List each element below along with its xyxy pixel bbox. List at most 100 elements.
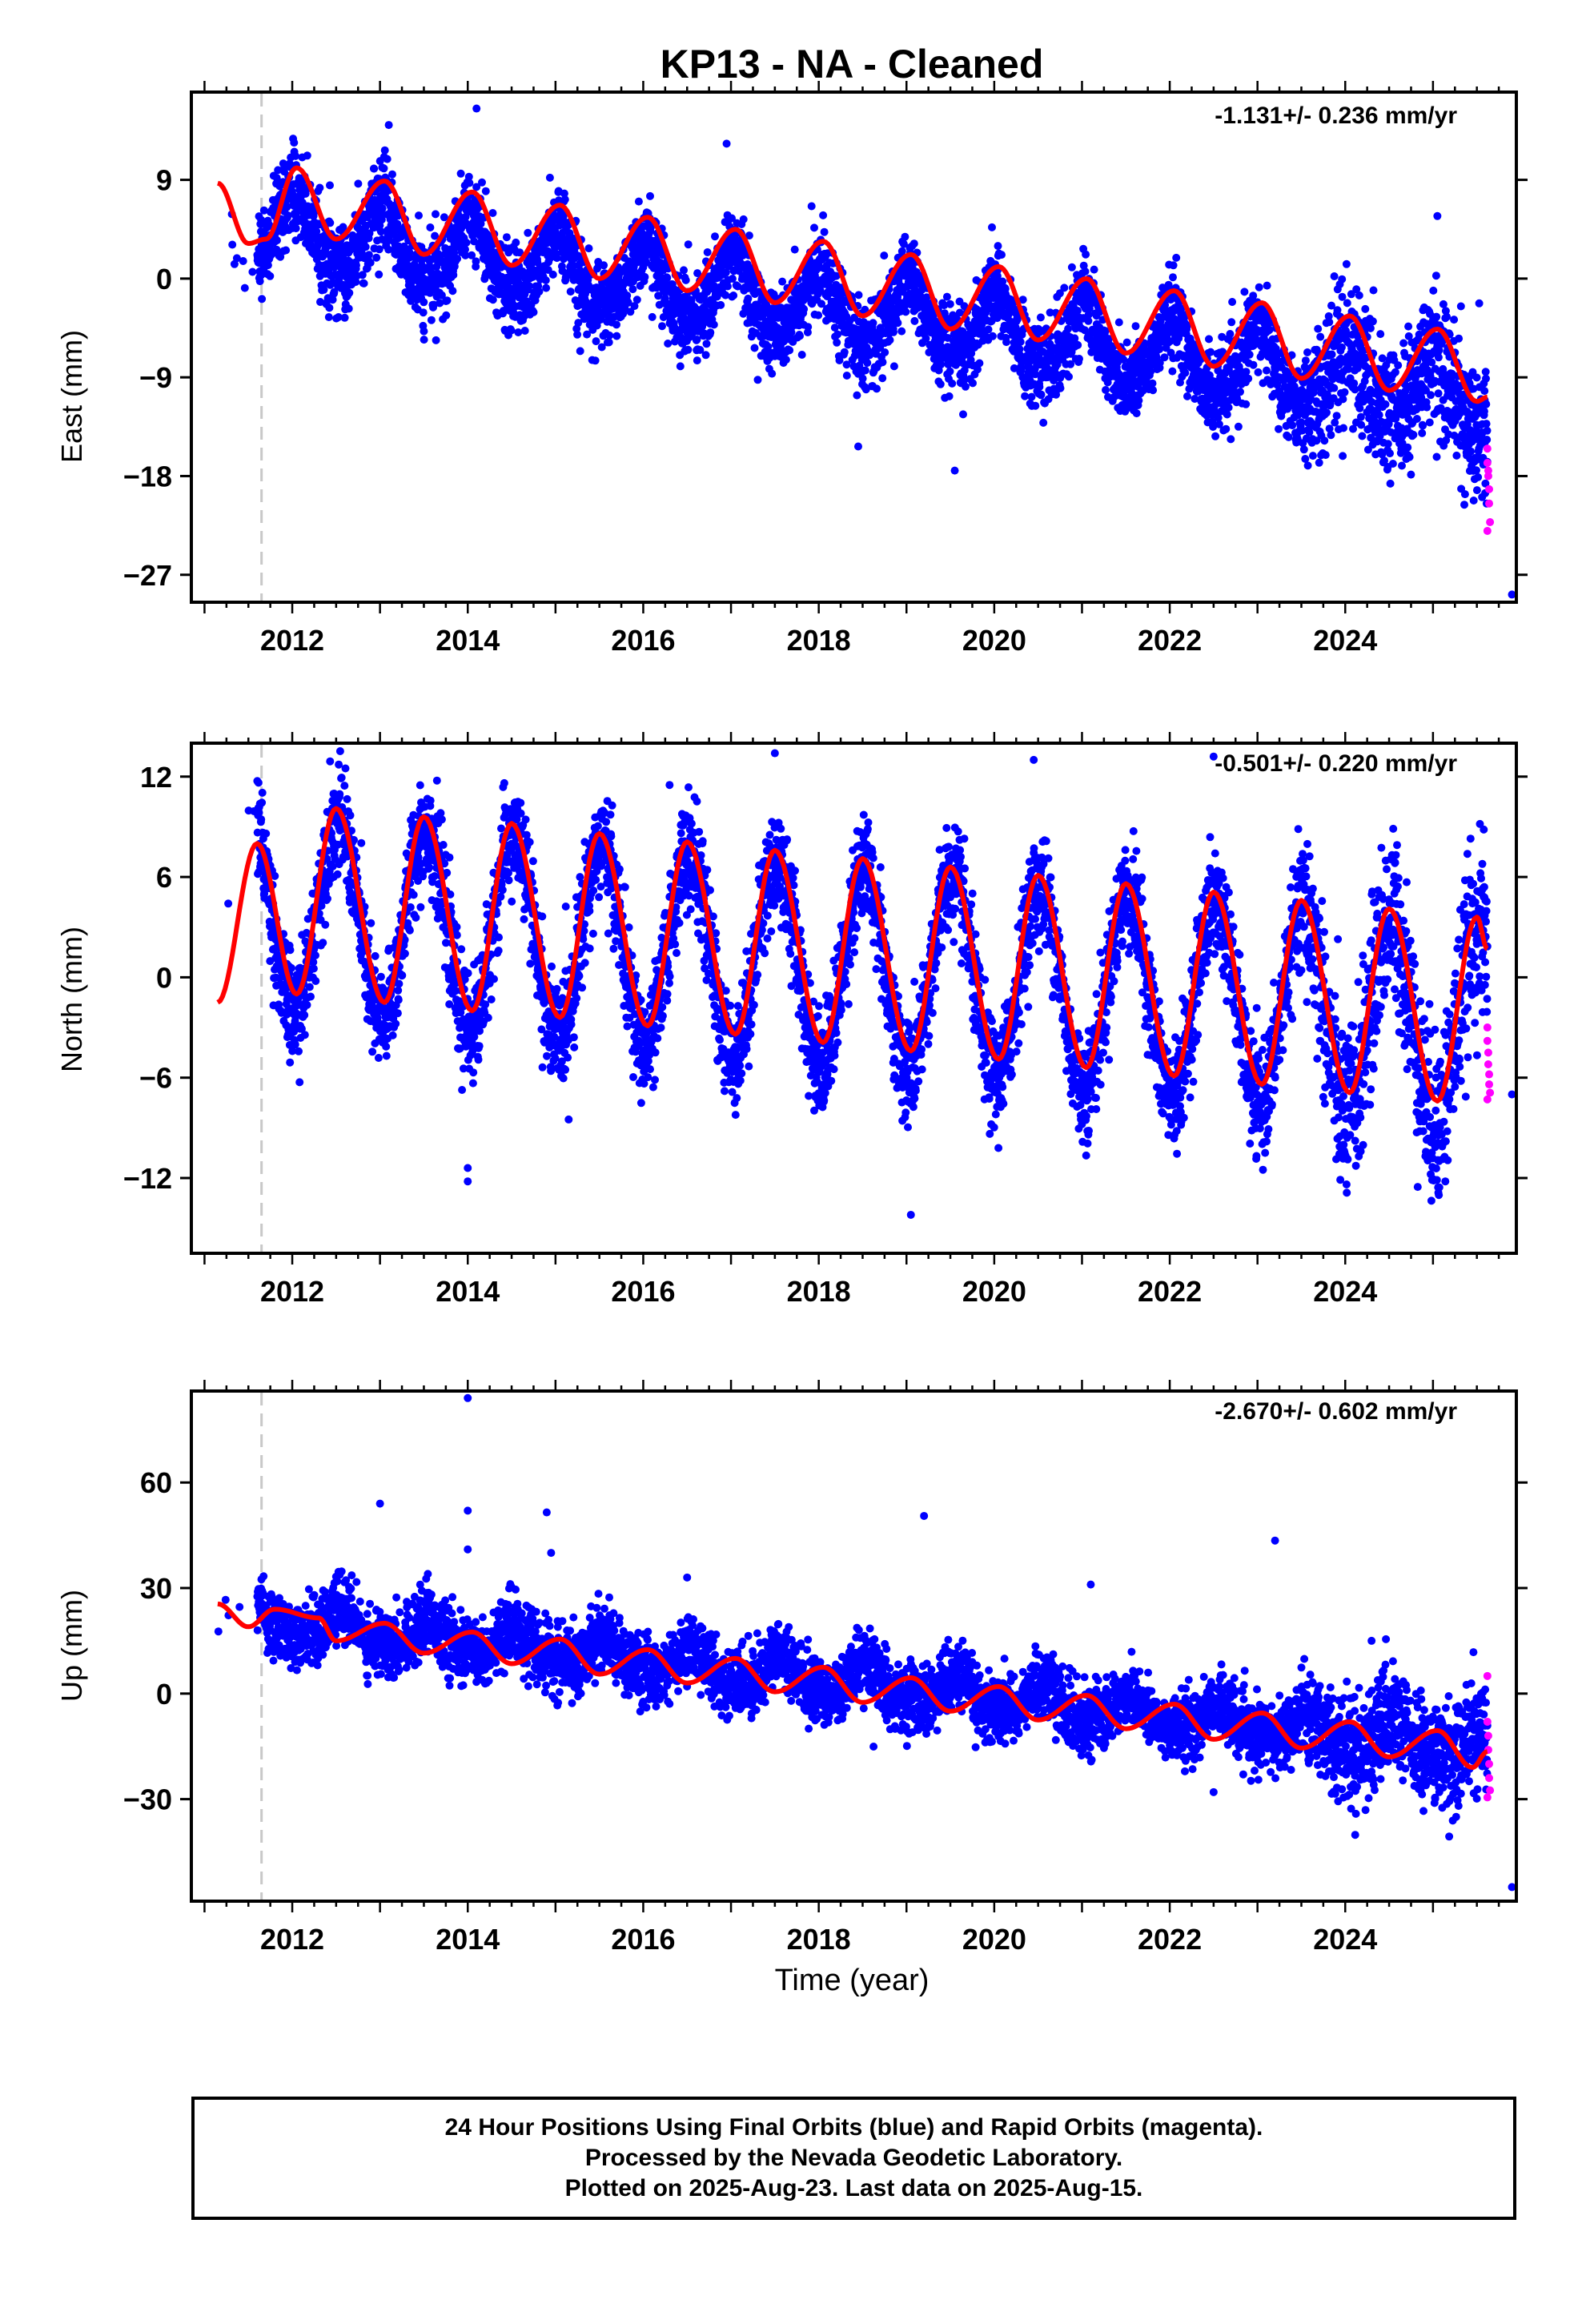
data-point <box>370 164 379 173</box>
data-point <box>376 227 385 236</box>
data-point <box>312 227 321 235</box>
data-point <box>448 287 457 296</box>
data-point <box>1082 250 1090 259</box>
data-point <box>1301 356 1310 365</box>
data-point <box>274 166 283 175</box>
data-point <box>640 272 649 281</box>
data-point <box>1325 318 1334 327</box>
data-point <box>745 231 753 240</box>
data-point <box>1330 384 1339 392</box>
data-point <box>1403 443 1412 452</box>
data-point <box>502 233 511 242</box>
data-point <box>1031 401 1040 410</box>
data-point <box>1425 418 1434 427</box>
data-point <box>975 359 984 368</box>
data-point <box>994 242 1002 251</box>
data-point <box>558 267 567 275</box>
data-point <box>257 215 266 224</box>
data-point <box>661 294 669 303</box>
data-point <box>869 319 877 328</box>
data-point <box>853 391 861 400</box>
data-point <box>807 202 816 211</box>
data-point <box>456 169 465 178</box>
data-point <box>729 292 738 300</box>
data-point <box>604 338 613 347</box>
data-point <box>693 269 702 278</box>
data-point <box>945 392 954 400</box>
data-point <box>632 296 641 304</box>
data-point <box>1419 421 1427 430</box>
data-point <box>1405 452 1414 461</box>
data-point <box>998 251 1006 259</box>
data-point <box>1002 338 1010 347</box>
data-point <box>453 255 462 263</box>
data-point <box>1037 390 1046 399</box>
data-point <box>1429 286 1438 295</box>
data-point <box>1398 461 1406 470</box>
data-point <box>1323 408 1331 417</box>
data-point <box>443 296 452 305</box>
data-point <box>1376 330 1385 339</box>
data-point <box>1183 392 1191 400</box>
data-point <box>1378 354 1387 363</box>
data-point <box>1375 411 1383 420</box>
data-point <box>861 366 869 375</box>
data-point <box>1355 291 1363 300</box>
data-point <box>258 295 267 304</box>
data-point <box>436 299 444 308</box>
data-point <box>426 223 435 231</box>
data-point <box>948 379 957 388</box>
data-point <box>1343 299 1351 308</box>
data-point <box>969 379 977 388</box>
data-point <box>542 283 551 292</box>
data-point <box>375 270 383 279</box>
data-point <box>1404 322 1413 331</box>
data-point <box>800 305 809 313</box>
data-point <box>388 170 396 179</box>
data-point <box>1222 424 1231 433</box>
data-point <box>1391 368 1399 376</box>
data-point <box>596 315 605 324</box>
data-point <box>291 151 300 160</box>
data-point <box>379 164 388 173</box>
data-point <box>340 313 349 322</box>
data-point <box>364 251 373 259</box>
data-point <box>339 223 347 231</box>
data-point <box>1211 432 1220 440</box>
data-point <box>1394 361 1403 370</box>
data-point <box>1172 253 1181 262</box>
data-point <box>726 259 735 267</box>
data-point <box>878 374 887 383</box>
data-point <box>468 251 476 259</box>
data-point <box>283 211 292 219</box>
data-point <box>476 219 485 228</box>
data-point <box>1065 372 1073 381</box>
data-point <box>1234 422 1243 431</box>
data-point <box>361 243 370 251</box>
data-point <box>1443 312 1452 321</box>
data-point <box>319 285 328 294</box>
data-point <box>1254 368 1263 376</box>
data-point <box>1321 451 1330 460</box>
data-point <box>728 214 736 223</box>
data-point <box>600 261 608 270</box>
data-point <box>1155 345 1164 354</box>
data-point <box>415 211 423 220</box>
data-point <box>781 356 790 364</box>
data-point <box>516 248 524 257</box>
data-point <box>962 382 970 391</box>
data-point <box>840 348 849 356</box>
data-point <box>750 344 759 352</box>
data-point <box>326 219 335 227</box>
data-point <box>461 245 469 254</box>
data-point <box>858 374 867 383</box>
data-point <box>351 278 360 286</box>
data-point <box>646 191 654 200</box>
data-point <box>524 228 532 237</box>
data-point <box>889 362 898 371</box>
data-point <box>1327 431 1335 440</box>
data-point <box>1182 323 1191 332</box>
data-point <box>701 351 710 360</box>
data-point <box>1303 348 1311 356</box>
data-point <box>345 288 354 297</box>
